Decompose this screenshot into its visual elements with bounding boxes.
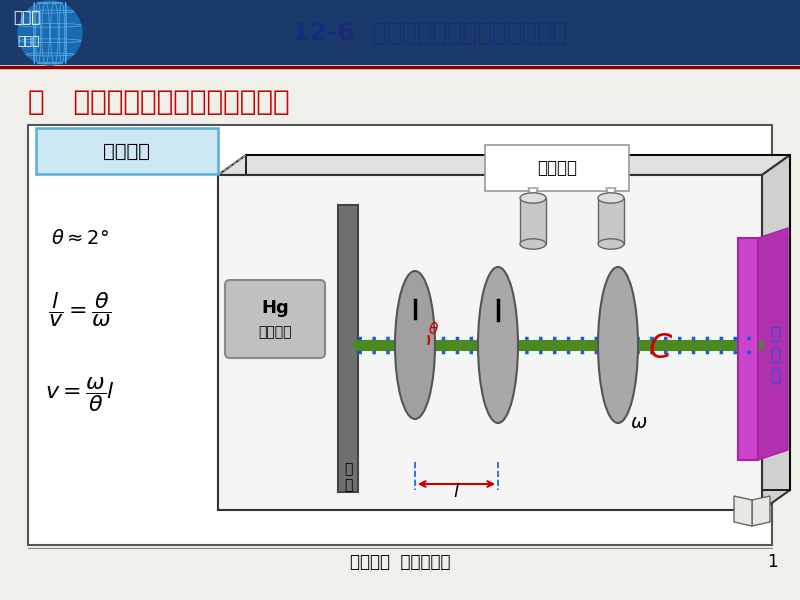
Polygon shape — [520, 198, 546, 244]
Text: Hg: Hg — [261, 299, 289, 317]
Text: 狭
缝: 狭 缝 — [344, 462, 352, 492]
Text: $\theta \approx 2°$: $\theta \approx 2°$ — [51, 229, 109, 247]
Polygon shape — [762, 155, 790, 510]
Text: 12-6  麦克斯韦气体分子速率分布律: 12-6 麦克斯韦气体分子速率分布律 — [293, 21, 567, 45]
Text: 物理学: 物理学 — [13, 10, 40, 25]
Text: 显
示
屏: 显 示 屏 — [770, 325, 780, 385]
Text: $l$: $l$ — [453, 483, 459, 501]
Text: 金属蒸气: 金属蒸气 — [258, 325, 292, 339]
Ellipse shape — [478, 267, 518, 423]
Ellipse shape — [598, 267, 638, 423]
Polygon shape — [338, 205, 358, 492]
FancyBboxPatch shape — [225, 280, 325, 358]
Polygon shape — [758, 228, 788, 460]
Text: $\omega$: $\omega$ — [630, 413, 647, 432]
Polygon shape — [28, 125, 772, 545]
Ellipse shape — [598, 193, 624, 203]
Polygon shape — [218, 175, 762, 510]
Text: 接抽气泵: 接抽气泵 — [537, 159, 577, 177]
Text: $\mathit{C}$: $\mathit{C}$ — [648, 332, 673, 365]
Text: 一   测定气体分子速率分布的实验: 一 测定气体分子速率分布的实验 — [28, 88, 290, 116]
Ellipse shape — [520, 193, 546, 203]
Ellipse shape — [598, 239, 624, 249]
Polygon shape — [734, 496, 752, 526]
Text: 1: 1 — [766, 553, 778, 571]
Ellipse shape — [520, 239, 546, 249]
Polygon shape — [0, 0, 800, 65]
Polygon shape — [528, 188, 538, 200]
FancyBboxPatch shape — [36, 128, 218, 174]
Polygon shape — [606, 188, 616, 200]
Text: 第五版: 第五版 — [17, 35, 39, 48]
Polygon shape — [752, 496, 770, 526]
Text: 第十二章  气体动理论: 第十二章 气体动理论 — [350, 553, 450, 571]
Text: $\theta$: $\theta$ — [428, 321, 439, 337]
Polygon shape — [218, 155, 790, 175]
FancyBboxPatch shape — [485, 145, 629, 191]
Circle shape — [18, 1, 82, 65]
Polygon shape — [738, 238, 758, 460]
Text: $\dfrac{l}{v} = \dfrac{\theta}{\omega}$: $\dfrac{l}{v} = \dfrac{\theta}{\omega}$ — [48, 290, 112, 329]
Polygon shape — [598, 198, 624, 244]
Text: 实验装置: 实验装置 — [103, 142, 150, 160]
Text: $v = \dfrac{\omega}{\theta}l$: $v = \dfrac{\omega}{\theta}l$ — [45, 376, 115, 415]
Ellipse shape — [395, 271, 435, 419]
